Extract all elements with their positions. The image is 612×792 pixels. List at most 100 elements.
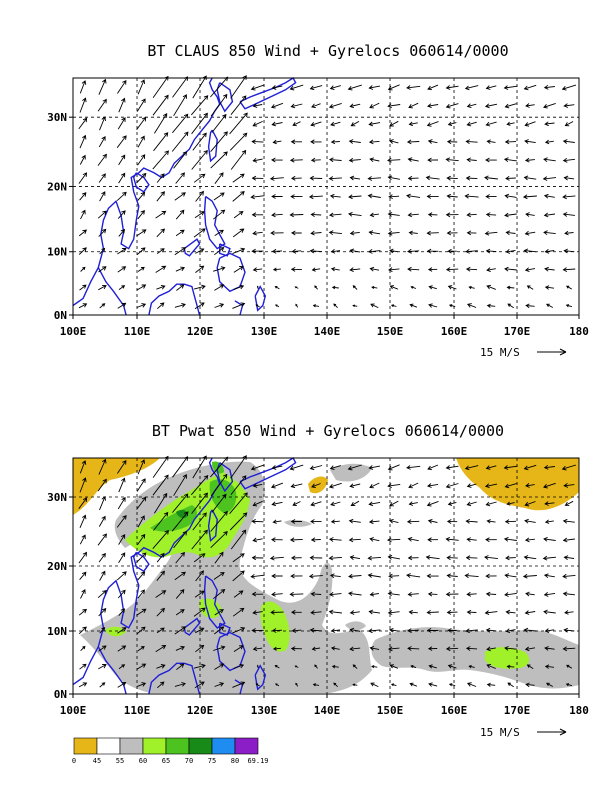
wind-arrow	[137, 79, 146, 95]
wind-arrow	[118, 97, 126, 113]
reference-vector: 15 M/S	[480, 726, 567, 739]
wind-arrow	[79, 284, 87, 291]
wind-vectors	[78, 75, 577, 310]
colorbar-swatch	[234, 737, 259, 755]
wind-arrow	[329, 157, 342, 163]
wind-arrow	[290, 519, 302, 524]
wind-arrow	[543, 193, 555, 199]
wind-arrow	[349, 230, 360, 236]
wind-arrow	[564, 230, 574, 236]
wind-arrow	[562, 194, 576, 200]
wind-arrow	[389, 120, 399, 127]
wind-arrow	[504, 573, 517, 578]
wind-arrow	[99, 191, 106, 202]
wind-arrow	[543, 157, 556, 163]
wind-arrow	[309, 175, 323, 181]
wind-arrow	[97, 98, 107, 112]
wind-arrow	[369, 646, 380, 651]
wind-arrow	[289, 464, 304, 471]
wind-arrow	[213, 209, 226, 220]
wind-arrow	[155, 265, 167, 273]
pwat-lime-region	[105, 626, 126, 637]
wind-arrow	[369, 592, 379, 597]
wind-arrow	[156, 284, 166, 290]
wind-arrow	[311, 483, 321, 489]
wind-arrow	[78, 682, 88, 688]
wind-arrow	[387, 84, 400, 91]
wind-arrow	[526, 285, 534, 290]
wind-arrow	[348, 139, 361, 144]
wind-arrow	[193, 553, 206, 563]
wind-arrow	[564, 500, 574, 507]
wind-arrow	[78, 626, 87, 635]
wind-arrow	[485, 194, 497, 199]
wind-arrow	[545, 303, 554, 308]
coastline	[183, 238, 201, 257]
wind-arrow	[191, 112, 208, 135]
colorbar-label: 45	[93, 757, 101, 765]
wind-arrow	[117, 589, 126, 599]
wind-arrow	[310, 610, 322, 615]
wind-arrow	[309, 465, 323, 471]
wind-arrow	[210, 473, 228, 497]
wind-arrow	[117, 79, 127, 94]
wind-arrow	[175, 645, 186, 651]
wind-arrow	[409, 303, 418, 308]
wind-arrow	[447, 285, 457, 290]
wind-arrow	[289, 212, 304, 218]
wind-arrow	[368, 609, 381, 615]
x-tick-label: 150E	[377, 325, 404, 338]
wind-arrow	[349, 248, 361, 254]
wind-arrow	[466, 682, 477, 687]
wind-arrow	[406, 573, 421, 578]
wind-arrow	[506, 285, 515, 290]
wind-arrow	[193, 173, 206, 183]
wind-arrow	[117, 459, 127, 474]
wind-arrow	[194, 302, 205, 310]
wind-arrow	[562, 212, 575, 217]
wind-arrow	[562, 267, 576, 273]
wind-arrow	[117, 496, 126, 510]
wind-arrow	[504, 483, 517, 489]
wind-arrow	[466, 501, 477, 507]
wind-arrow	[428, 664, 437, 669]
colorbar-label: 75	[208, 757, 216, 765]
x-axis-ticks: 100E 110E 120E 130E 140E 150E 160E 170E 180	[60, 694, 589, 717]
wind-arrow	[543, 482, 556, 489]
wind-arrow	[523, 464, 537, 471]
wind-arrow	[250, 464, 265, 471]
wind-arrow	[465, 646, 478, 651]
wind-arrow	[270, 482, 284, 489]
wind-arrow	[232, 302, 246, 309]
coastline	[132, 551, 150, 573]
wind-arrow	[136, 608, 147, 616]
wind-arrow	[98, 608, 107, 617]
wind-arrow	[274, 665, 280, 669]
wind-arrow	[410, 285, 417, 289]
wind-arrow	[255, 683, 260, 687]
wind-arrow	[485, 212, 497, 217]
wind-arrow	[446, 230, 458, 236]
wind-arrow	[275, 683, 280, 687]
wind-arrow	[270, 610, 284, 615]
wind-arrow	[367, 176, 382, 181]
wind-arrow	[232, 553, 245, 563]
wind-arrow	[524, 518, 536, 524]
wind-arrow	[563, 103, 575, 108]
wind-arrow	[78, 551, 88, 564]
wind-arrow	[157, 302, 165, 310]
wind-arrow	[214, 609, 224, 616]
wind-arrow	[485, 85, 497, 90]
wind-arrow	[407, 212, 419, 218]
wind-arrow	[426, 573, 439, 579]
wind-arrow	[310, 519, 322, 524]
wind-arrow	[154, 492, 168, 514]
wind-arrow	[328, 609, 342, 615]
wind-arrow	[427, 267, 438, 272]
wind-arrow	[388, 646, 400, 652]
wind-arrow	[370, 682, 379, 688]
wind-arrow	[173, 151, 188, 169]
wind-arrow	[175, 172, 185, 184]
wind-arrow	[446, 193, 458, 199]
wind-arrow	[116, 514, 127, 528]
